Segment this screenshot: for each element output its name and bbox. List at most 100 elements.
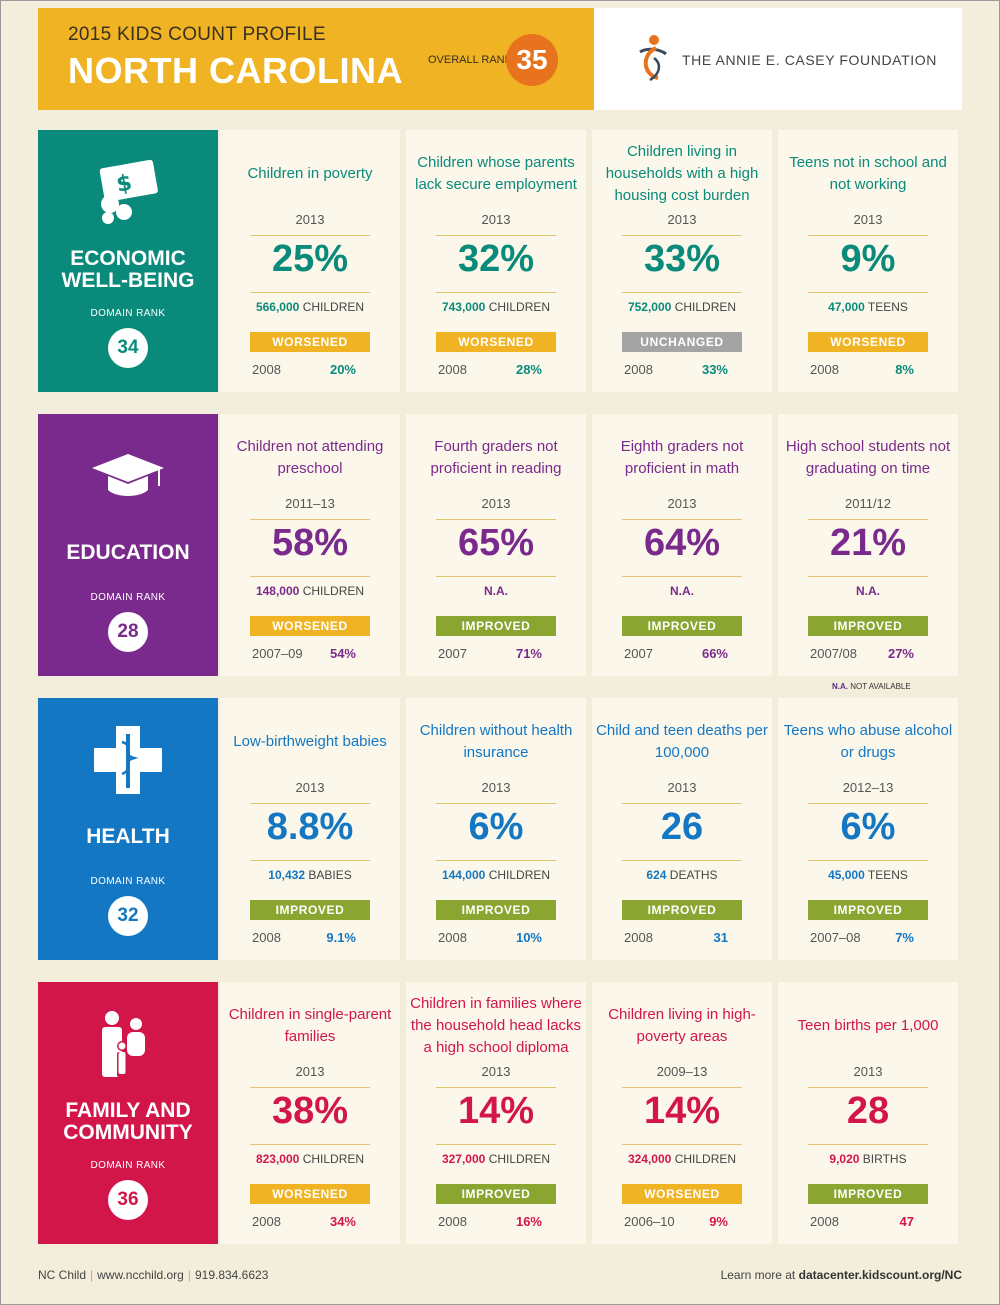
- header-banner: 2015 KIDS COUNT PROFILE NORTH CAROLINA O…: [38, 8, 594, 110]
- trend-badge: WORSENED: [250, 616, 370, 636]
- domain-header: HEALTH DOMAIN RANK 32: [38, 698, 218, 960]
- indicator-count: 10,432 BABIES: [268, 868, 352, 882]
- baseline-year: 2007/08: [810, 646, 857, 661]
- indicator-card: High school students not graduating on t…: [778, 414, 958, 676]
- indicator-card: Children in poverty 2013 25% 566,000 CHILDR…: [220, 130, 400, 392]
- domain-title: FAMILY AND COMMUNITY: [63, 1099, 193, 1144]
- indicator-year: 2013: [481, 1064, 511, 1079]
- baseline-year: 2007: [438, 646, 467, 661]
- domain-health: HEALTH DOMAIN RANK 32 Low-birthweight babie…: [38, 698, 962, 960]
- indicator-value: 28: [846, 1090, 890, 1132]
- baseline-value: 9.1%: [326, 930, 356, 945]
- indicator-year: 2009–13: [656, 1064, 708, 1079]
- indicator-count: 47,000 TEENS: [828, 300, 908, 314]
- indicator-card: Children in single-parent families 2013 38…: [220, 982, 400, 1244]
- indicator-count: 327,000 CHILDREN: [441, 1152, 551, 1166]
- money-icon: $: [88, 152, 168, 232]
- divider: [622, 860, 742, 861]
- indicator-value: 9%: [840, 238, 896, 280]
- indicator-card: Teens who abuse alcohol or drugs 2012–13 6…: [778, 698, 958, 960]
- header: 2015 KIDS COUNT PROFILE NORTH CAROLINA O…: [38, 8, 962, 110]
- divider: [622, 1087, 742, 1088]
- indicator-value: 6%: [840, 806, 896, 848]
- indicator-value: 8.8%: [266, 806, 354, 848]
- baseline-year: 2008: [252, 1214, 281, 1229]
- indicator-value: 38%: [271, 1090, 349, 1132]
- trend-badge: IMPROVED: [250, 900, 370, 920]
- indicator-card: Children not attending preschool 2011–13 5…: [220, 414, 400, 676]
- state-name: NORTH CAROLINA: [68, 50, 403, 91]
- divider: [250, 803, 370, 804]
- baseline-year: 2008: [438, 1214, 467, 1229]
- divider: [250, 1087, 370, 1088]
- indicator-count: 752,000 CHILDREN: [627, 300, 737, 314]
- baseline-year: 2006–10: [624, 1214, 675, 1229]
- indicator-value: 64%: [643, 522, 721, 564]
- indicator-count: 624 DEATHS: [646, 868, 718, 882]
- baseline-value: 20%: [329, 362, 356, 377]
- indicator-count: 823,000 CHILDREN: [255, 1152, 365, 1166]
- trend-badge: WORSENED: [250, 1184, 370, 1204]
- foundation-logo-icon: [639, 35, 667, 82]
- domain-title: HEALTH: [86, 825, 170, 848]
- divider: [808, 576, 928, 577]
- medical-cross-icon: [88, 720, 168, 800]
- indicator-title: Children in families where the household…: [410, 995, 582, 1056]
- divider: [622, 1144, 742, 1145]
- domain-header: FAMILY AND COMMUNITY DOMAIN RANK 36: [38, 982, 218, 1244]
- footer-website[interactable]: www.ncchild.org: [97, 1268, 184, 1282]
- footer-link[interactable]: datacenter.kidscount.org/NC: [798, 1268, 962, 1282]
- indicator-card: Low-birthweight babies 2013 8.8% 10,432 BAB…: [220, 698, 400, 960]
- domain-family: FAMILY AND COMMUNITY DOMAIN RANK 36 Children…: [38, 982, 962, 1244]
- trend-badge: IMPROVED: [808, 616, 928, 636]
- indicator-year: 2013: [667, 212, 697, 227]
- indicator-value: 58%: [271, 522, 349, 564]
- divider: [250, 1144, 370, 1145]
- indicator-title: Teens not in school and not working: [789, 154, 947, 193]
- divider: [436, 292, 556, 293]
- indicator-count: N.A.: [856, 584, 880, 598]
- divider: [808, 519, 928, 520]
- trend-badge: IMPROVED: [808, 900, 928, 920]
- indicator-count: 144,000 CHILDREN: [441, 868, 551, 882]
- divider: [250, 235, 370, 236]
- indicator-value: 14%: [457, 1090, 535, 1132]
- indicator-card: Children living in households with a hig…: [592, 130, 772, 392]
- indicator-card: Child and teen deaths per 100,000 2013 26 6…: [592, 698, 772, 960]
- indicator-year: 2013: [481, 780, 511, 795]
- trend-badge: UNCHANGED: [622, 332, 742, 352]
- baseline-value: 71%: [515, 646, 542, 661]
- svg-text:$: $: [115, 171, 134, 198]
- profile-label: 2015 KIDS COUNT PROFILE: [68, 24, 326, 45]
- indicator-year: 2013: [667, 780, 697, 795]
- divider: [808, 1144, 928, 1145]
- indicator-count: 743,000 CHILDREN: [441, 300, 551, 314]
- family-icon: [88, 1004, 168, 1084]
- domain-rank-badge: 32: [108, 896, 148, 936]
- foundation-logo-area: THE ANNIE E. CASEY FOUNDATION: [594, 8, 962, 110]
- indicator-card: Teen births per 1,000 2013 28 9,020 BIRTHS I…: [778, 982, 958, 1244]
- baseline-value: 27%: [887, 646, 914, 661]
- indicator-title: Children in poverty: [247, 165, 373, 182]
- baseline-value: 9%: [709, 1214, 728, 1229]
- indicator-count: 45,000 TEENS: [828, 868, 908, 882]
- indicator-title: Fourth graders not proficient in reading: [430, 438, 562, 477]
- divider: [436, 1144, 556, 1145]
- baseline-value: 28%: [515, 362, 542, 377]
- indicator-value: 25%: [271, 238, 349, 280]
- baseline-value: 33%: [701, 362, 728, 377]
- overall-rank-label: OVERALL RANK: [428, 54, 512, 66]
- indicator-title: Teen births per 1,000: [797, 1017, 939, 1034]
- baseline-year: 2007–08: [810, 930, 861, 945]
- divider: [436, 860, 556, 861]
- divider: [808, 292, 928, 293]
- baseline-value: 16%: [515, 1214, 542, 1229]
- indicator-year: 2011/12: [844, 496, 892, 511]
- indicator-card: Fourth graders not proficient in reading…: [406, 414, 586, 676]
- divider: [622, 519, 742, 520]
- trend-badge: WORSENED: [622, 1184, 742, 1204]
- domain-rank-label: DOMAIN RANK: [90, 876, 166, 887]
- trend-badge: IMPROVED: [622, 900, 742, 920]
- indicator-count: 9,020 BIRTHS: [829, 1152, 907, 1166]
- graduation-cap-icon: [88, 436, 168, 516]
